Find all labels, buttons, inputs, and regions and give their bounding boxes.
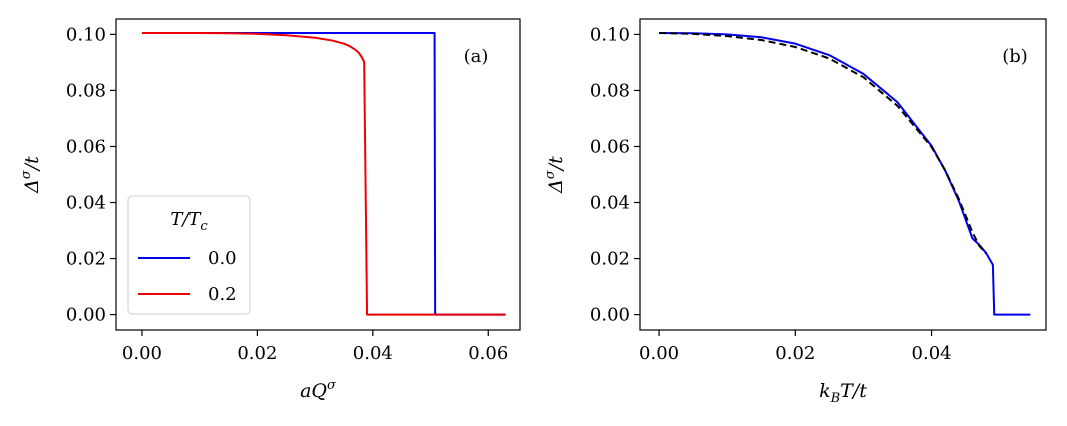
y-tick-label-b-3: 0.06 (590, 136, 630, 157)
legend-entry-1: 0.2 (208, 284, 237, 305)
panel-label-a: (a) (464, 46, 489, 67)
y-tick-label-a-4: 0.08 (66, 80, 106, 101)
y-tick-label-b-4: 0.08 (590, 80, 630, 101)
x-tick-label-b-1: 0.02 (775, 343, 815, 364)
y-tick-label-a-2: 0.04 (66, 193, 106, 214)
panel-b: 0.00 0.02 0.04 0.00 0.02 0.04 0.06 0.08 0.10 kBT/… (543, 18, 1047, 406)
x-tick-label-a-3: 0.06 (468, 343, 508, 364)
x-axis-label-a: aQσ (300, 378, 337, 402)
panel-a: 0.00 0.02 0.04 0.06 0.00 0.02 0.04 0.06 0.08 0.10… (19, 18, 521, 402)
x-tick-label-a-2: 0.04 (353, 343, 393, 364)
y-tick-label-a-0: 0.00 (66, 305, 106, 326)
panel-label-b: (b) (1002, 46, 1028, 67)
x-tick-label-a-1: 0.02 (237, 343, 277, 364)
x-tick-label-b-0: 0.00 (639, 343, 679, 364)
y-tick-label-a-1: 0.02 (66, 249, 106, 270)
y-axis-label-a: Δσ/t (19, 156, 43, 194)
y-tick-label-b-5: 0.10 (590, 24, 630, 45)
legend-entry-0: 0.0 (208, 248, 237, 269)
series-line-b-1 (659, 32, 987, 255)
y-tick-label-b-0: 0.00 (590, 305, 630, 326)
legend-box (127, 195, 251, 315)
series-line-a-1 (141, 32, 506, 316)
axes-frame-b (639, 18, 1047, 331)
y-tick-label-b-1: 0.02 (590, 249, 630, 270)
legend-title: T/Tc (170, 209, 208, 234)
x-tick-label-a-0: 0.00 (122, 343, 162, 364)
y-tick-label-b-2: 0.04 (590, 193, 630, 214)
legend: T/Tc0.0 0.2 (127, 195, 251, 315)
axes-frame-a (115, 18, 521, 331)
x-axis-label-b: kBT/t (819, 380, 867, 406)
series-line-b-0 (659, 32, 1031, 316)
y-tick-label-a-5: 0.10 (66, 24, 106, 45)
y-tick-label-a-3: 0.06 (66, 136, 106, 157)
x-tick-label-b-2: 0.04 (912, 343, 952, 364)
y-axis-label-b: Δσ/t (543, 156, 567, 194)
